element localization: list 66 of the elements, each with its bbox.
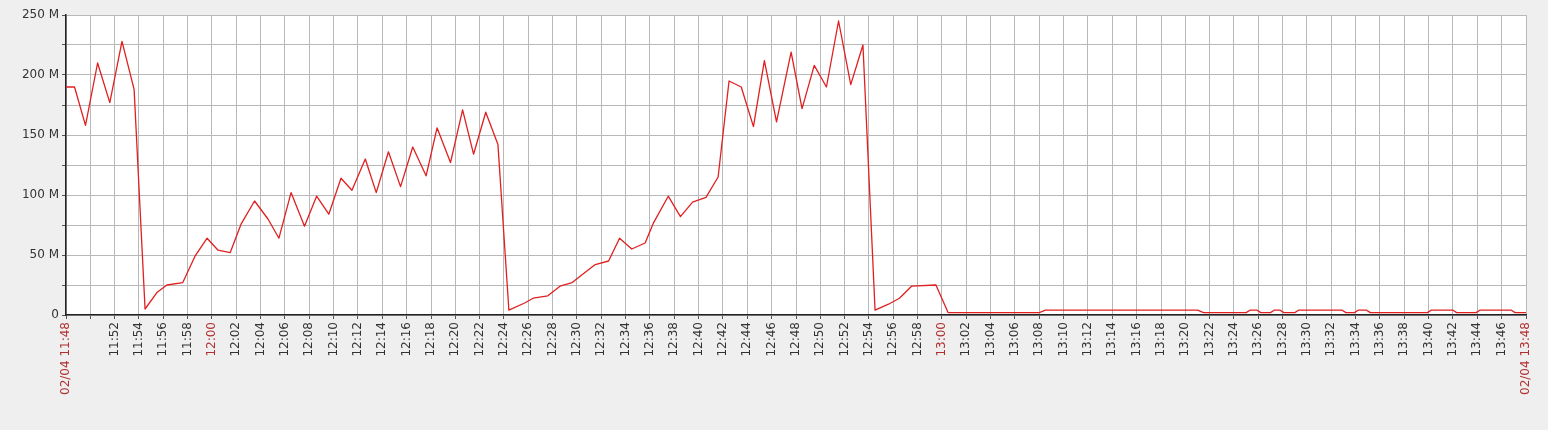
x-tick-label: 02/04 11:48 [58,322,73,395]
x-tick-label: 13:26 [1250,322,1265,357]
y-tick-label: 100 M [21,187,59,202]
x-tick-label: 13:42 [1445,322,1460,357]
x-tick-label: 12:08 [301,322,316,357]
x-tick-label: 11:58 [179,322,194,357]
x-tick-label: 12:24 [496,322,511,357]
x-tick-label: 13:46 [1493,322,1508,357]
x-tick-label: 12:42 [715,322,730,357]
x-tick-label: 12:16 [398,322,413,357]
x-tick-label: 13:00 [934,322,949,357]
x-tick-label: 12:50 [812,322,827,357]
x-tick-label: 13:10 [1055,322,1070,357]
x-tick-label: 12:44 [739,322,754,357]
x-tick-label: 12:02 [228,322,243,357]
x-tick-label: 12:48 [788,322,803,357]
x-tick-label: 12:20 [447,322,462,357]
x-tick-label: 13:12 [1080,322,1095,357]
x-tick-label: 13:30 [1299,322,1314,357]
y-tick-label: 200 M [21,67,59,82]
x-tick-label: 13:16 [1128,322,1143,357]
y-tick-label: 150 M [21,127,59,142]
x-tick-label: 02/04 13:48 [1518,322,1533,395]
x-tick-label: 13:32 [1323,322,1338,357]
y-tick-label: 50 M [29,247,59,262]
x-tick-label: 13:06 [1007,322,1022,357]
x-tick-label: 11:56 [155,322,170,357]
x-tick-label: 13:44 [1469,322,1484,357]
x-tick-label: 12:34 [617,322,632,357]
x-tick-label: 13:18 [1153,322,1168,357]
x-tick-label: 12:18 [423,322,438,357]
x-tick-label: 13:08 [1031,322,1046,357]
x-tick-label: 12:28 [544,322,559,357]
x-tick-label: 12:52 [836,322,851,357]
x-tick-label: 13:20 [1177,322,1192,357]
x-tick-label: 13:40 [1420,322,1435,357]
x-tick-label: 11:54 [131,322,146,357]
x-tick-label: 12:56 [885,322,900,357]
x-tick-label: 13:38 [1396,322,1411,357]
x-tick-label: 12:06 [277,322,292,357]
x-tick-label: 13:36 [1372,322,1387,357]
x-tick-label: 12:36 [642,322,657,357]
x-tick-label: 12:14 [374,322,389,357]
x-tick-label: 12:38 [666,322,681,357]
x-tick-label: 12:46 [763,322,778,357]
x-tick-label: 13:24 [1226,322,1241,357]
x-tick-label: 13:04 [982,322,997,357]
y-tick-label: 250 M [21,7,59,22]
x-tick-label: 13:28 [1274,322,1289,357]
x-tick-label: 12:54 [861,322,876,357]
x-tick-label: 12:10 [325,322,340,357]
x-tick-label: 12:00 [204,322,219,357]
x-tick-label: 12:26 [520,322,535,357]
x-tick-label: 12:40 [690,322,705,357]
x-tick-label: 13:02 [958,322,973,357]
x-tick-label: 12:04 [252,322,267,357]
x-tick-label: 12:12 [350,322,365,357]
x-tick-label: 13:14 [1104,322,1119,357]
x-tick-label: 12:32 [593,322,608,357]
y-tick-label: 0 [51,307,59,322]
x-tick-label: 11:52 [106,322,121,357]
x-tick-label: 12:22 [471,322,486,357]
x-tick-label: 12:30 [569,322,584,357]
x-tick-label: 13:34 [1347,322,1362,357]
x-tick-label: 13:22 [1201,322,1216,357]
x-tick-label: 12:58 [909,322,924,357]
